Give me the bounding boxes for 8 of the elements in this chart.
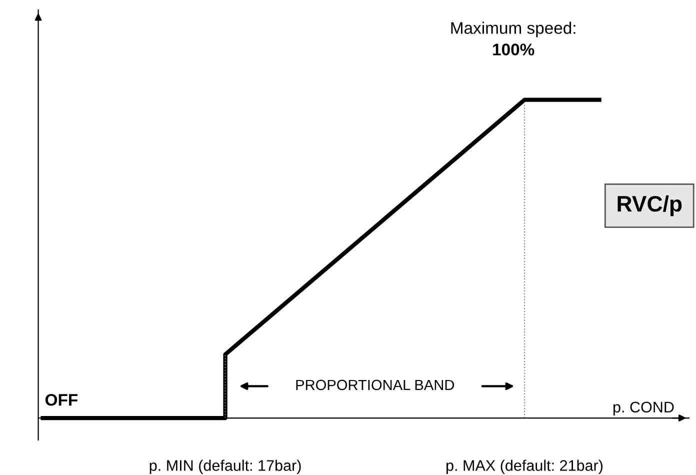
text: Maximum speed:	[451, 22, 576, 38]
annotation: RVC/p	[618, 195, 682, 216]
text: 100%	[493, 44, 534, 56]
annotation: PROPORTIONAL BAND	[296, 380, 454, 390]
x-axis-title: p. COND	[613, 402, 674, 416]
x-tick-label: p. MIN (default: 17bar)	[150, 460, 301, 474]
annotation: OFF	[45, 394, 78, 406]
x-tick-label: p. MAX (default: 21bar)	[446, 460, 603, 474]
